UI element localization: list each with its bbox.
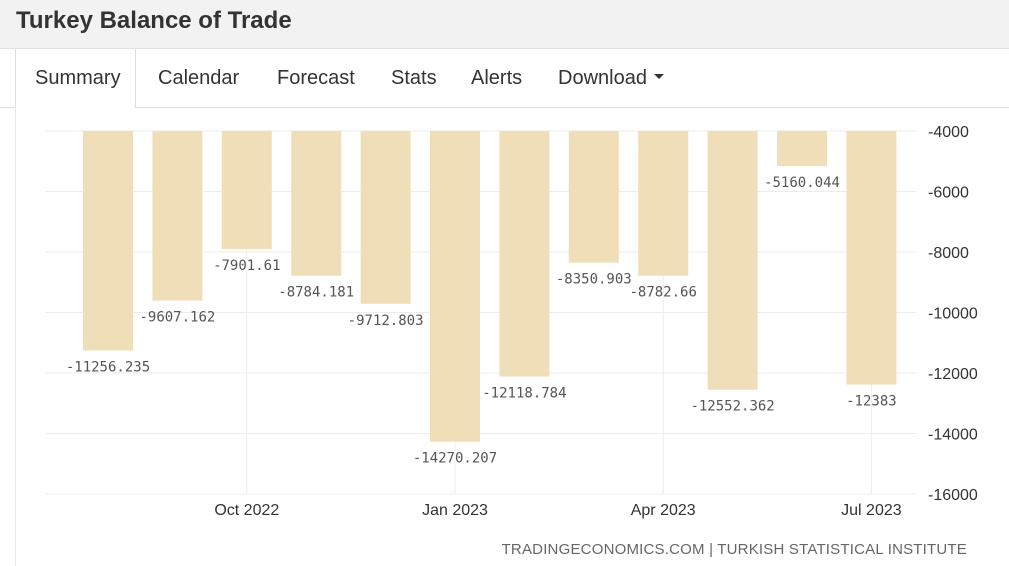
y-tick-label: -10000 xyxy=(928,306,978,323)
tab-download-label: Download xyxy=(558,67,647,89)
tab-download[interactable]: Download xyxy=(558,49,664,107)
x-tick-label: Apr 2023 xyxy=(631,502,696,519)
x-tick-label: Jul 2023 xyxy=(841,502,902,519)
bar-value-label: -5160.044 xyxy=(764,175,840,191)
bar xyxy=(846,131,897,385)
x-tick-label: Jan 2023 xyxy=(422,502,488,519)
bar-value-label: -12118.784 xyxy=(482,386,566,402)
bar-value-label: -8350.903 xyxy=(556,272,632,288)
bar-value-label: -9712.803 xyxy=(348,313,424,329)
bar-value-label: -9607.162 xyxy=(139,310,215,326)
page-title: Turkey Balance of Trade xyxy=(16,7,292,34)
source-credit: TRADINGECONOMICS.COM | TURKISH STATISTIC… xyxy=(501,541,967,558)
tab-alerts[interactable]: Alerts xyxy=(471,67,523,89)
tab-summary[interactable]: Summary xyxy=(15,49,136,108)
bar xyxy=(83,131,133,351)
x-tick-label: Oct 2022 xyxy=(214,502,279,519)
caret-down-icon xyxy=(653,74,664,80)
bar xyxy=(638,131,689,276)
bar-value-label: -7901.61 xyxy=(213,258,280,274)
tab-stats[interactable]: Stats xyxy=(391,67,437,89)
title-bar: Turkey Balance of Trade xyxy=(0,0,1009,49)
y-tick-label: -12000 xyxy=(928,366,978,383)
y-tick-label: -16000 xyxy=(928,487,978,504)
bar xyxy=(430,131,480,442)
tab-forecast[interactable]: Forecast xyxy=(277,67,355,89)
bar-value-label: -11256.235 xyxy=(66,360,150,376)
bar-value-label: -8782.66 xyxy=(629,285,696,301)
bar xyxy=(152,131,203,301)
bar-value-label: -14270.207 xyxy=(413,451,497,467)
bar xyxy=(291,131,342,276)
bar xyxy=(221,131,272,250)
bar xyxy=(499,131,550,377)
bar xyxy=(707,131,758,390)
panel-border xyxy=(15,107,16,566)
y-tick-label: -8000 xyxy=(928,245,969,262)
tab-calendar[interactable]: Calendar xyxy=(158,67,240,89)
y-tick-label: -4000 xyxy=(928,124,969,141)
y-tick-label: -14000 xyxy=(928,427,978,444)
bar xyxy=(360,131,411,304)
bar-value-label: -12383 xyxy=(846,394,897,410)
bar xyxy=(777,131,827,167)
bar-value-label: -8784.181 xyxy=(278,285,354,301)
tab-strip: Summary Calendar Forecast Stats Alerts D… xyxy=(0,49,1009,108)
bar xyxy=(568,131,619,263)
y-tick-label: -6000 xyxy=(928,185,969,202)
bar-value-label: -12552.362 xyxy=(690,399,774,415)
